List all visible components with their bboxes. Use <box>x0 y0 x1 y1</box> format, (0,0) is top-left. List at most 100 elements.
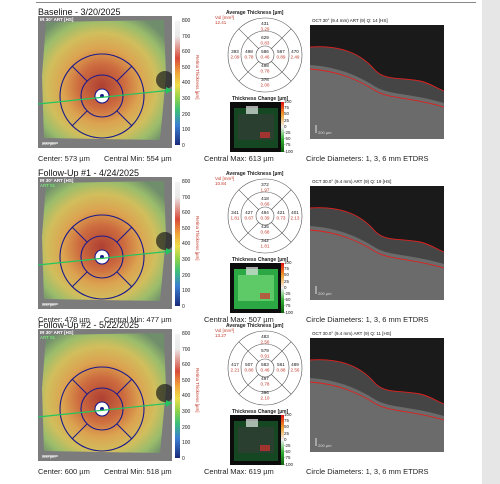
thickness-scale-ticks: 800 700 600 500 400 300 200 100 0 <box>182 331 204 462</box>
volume-value: 13.27 <box>215 333 227 338</box>
etdrs-divider <box>238 61 259 82</box>
change-scale-ticks: 100 75 50 25 0 -25 -50 -75 -100 <box>284 260 304 320</box>
thickness-scale-tick: 800 <box>182 331 191 337</box>
visit-panel: Baseline - 3/20/2025 <box>0 7 482 168</box>
etdrs-thickness-center: 494 <box>261 210 269 215</box>
oct-bscan: 200 µm <box>310 338 444 452</box>
etdrs-thickness-sup-inner: 629 <box>261 35 269 40</box>
thickness-scale-tick: 800 <box>182 179 191 185</box>
thickness-scale-tick: 100 <box>182 288 191 295</box>
volume-label: Vol [mm³] 13.27 <box>215 328 234 338</box>
thickness-scale-tick: 0 <box>182 455 185 462</box>
etdrs-volume-inf-outer: 2.10 <box>261 395 270 400</box>
etdrs-volume-inf-outer: 2.00 <box>261 82 270 87</box>
etdrs-thickness-inf-outer: 342 <box>261 238 269 243</box>
oct-bscan-image <box>310 186 444 300</box>
change-scale-tick: 0 <box>284 123 287 129</box>
thickness-scale-tick: 800 <box>182 18 191 24</box>
etdrs-middle-ring <box>240 343 290 393</box>
change-map-image <box>230 102 282 152</box>
fundus-image <box>38 177 172 309</box>
fundus-label: IR 30° ART [HS] <box>40 178 74 183</box>
etdrs-grid: 4313.296290.834980.783782.003932.094980.… <box>227 17 303 93</box>
etdrs-volume-nas-outer: 2.56 <box>291 367 300 372</box>
thickness-scale-tick: 300 <box>182 257 191 263</box>
thickness-scale-tick: 100 <box>182 440 191 447</box>
thickness-scale-tick: 200 <box>182 272 191 279</box>
thickness-scale-tick: 300 <box>182 409 191 415</box>
thickness-scale-tick: 400 <box>182 393 191 400</box>
central-max: Central Max: 619 µm <box>204 467 274 476</box>
change-scale-tick: -100 <box>284 461 294 467</box>
thickness-scale-ticks: 800 700 600 500 400 300 200 100 0 <box>182 179 204 310</box>
etdrs-thickness-sup-outer: 431 <box>261 21 269 26</box>
thickness-scale-tick: 0 <box>182 142 185 149</box>
thickness-colorbar <box>175 334 180 458</box>
change-scale-tick: -75 <box>284 455 291 461</box>
thickness-colorbar <box>175 182 180 306</box>
thickness-scale-tick: 700 <box>182 33 191 40</box>
etdrs-volume-inf-inner: 0.78 <box>261 68 270 73</box>
change-scale-tick: 100 <box>284 412 292 417</box>
volume-value: 10.84 <box>215 181 227 186</box>
oct-bscan-image <box>310 338 444 452</box>
thickness-scale-tick: 200 <box>182 424 191 431</box>
etdrs-thickness-inf-inner: 497 <box>261 376 269 381</box>
oct-bscan-image <box>310 25 444 139</box>
visit-panel: Follow-Up #2 - 5/22/2025 <box>0 320 482 481</box>
visit-title: Follow-Up #2 - 5/22/2025 <box>38 320 140 330</box>
change-title: Thickness Change [µm] <box>232 409 289 415</box>
thickness-scale-tick: 100 <box>182 127 191 134</box>
thickness-scale-title: Retina Thickness [µm] <box>195 216 200 261</box>
etdrs-thickness-center: 586 <box>261 49 269 54</box>
etdrs-volume-center: 0.46 <box>261 367 270 372</box>
center-thickness: Center: 478 µm <box>38 315 90 324</box>
etdrs-volume-sup-outer: 2.56 <box>261 339 270 344</box>
etdrs-thickness-center: 583 <box>261 362 269 367</box>
etdrs-divider <box>271 341 292 362</box>
volume-unit: Vol [mm³] <box>215 176 235 181</box>
change-scale-tick: 100 <box>284 99 292 104</box>
center-thickness: Center: 573 µm <box>38 154 90 163</box>
central-min: Central Min: 518 µm <box>104 467 172 476</box>
etdrs-inner-ring <box>255 206 275 226</box>
oct-bscan: 200 µm <box>310 186 444 300</box>
oct-label: OCT 30° (9.4 mm) ART (9) Q: 14 [HS] <box>312 18 388 23</box>
fundus-thickness-map: IR 30° ART [HS] 200 µm <box>38 16 172 148</box>
etdrs-thickness-tem-inner: 507 <box>245 362 253 367</box>
etdrs-thickness-tem-inner: 498 <box>245 49 253 54</box>
fundus-thickness-map: IR 30° ART [HS] ART 81 200 µm <box>38 329 172 461</box>
change-scale-tick: 75 <box>284 266 290 272</box>
etdrs-thickness-tem-inner: 427 <box>245 210 253 215</box>
page-side-strip <box>482 0 500 484</box>
change-map-image <box>230 415 282 465</box>
change-scale-tick: -100 <box>284 309 294 315</box>
etdrs-volume-nas-inner: 0.73 <box>277 215 286 220</box>
etdrs-inner-ring <box>255 45 275 65</box>
change-scale-tick: 25 <box>284 117 290 123</box>
etdrs-volume-inf-inner: 0.68 <box>261 229 270 234</box>
thickness-scale-tick: 500 <box>182 225 191 232</box>
change-scale-ticks: 100 75 50 25 0 -25 -50 -75 -100 <box>284 99 304 159</box>
fundus-image <box>38 16 172 148</box>
etdrs-volume-sup-outer: 1.97 <box>261 187 270 192</box>
change-scale-tick: -50 <box>284 297 291 303</box>
etdrs-volume-sup-inner: 0.91 <box>261 353 270 358</box>
thickness-scale-tick: 0 <box>182 303 185 310</box>
volume-label: Vol [mm³] 10.84 <box>215 176 234 186</box>
thickness-scale-tick: 600 <box>182 362 191 369</box>
etdrs-divider <box>271 222 292 243</box>
change-scale-tick: 25 <box>284 430 290 436</box>
oct-scale-label: 200 µm <box>318 130 332 135</box>
thickness-change-map <box>230 102 282 152</box>
oct-label: OCT 30.0° (9.4 mm) ART (9) Q: 19 [HS] <box>312 179 392 184</box>
thickness-change-map <box>230 415 282 465</box>
change-scale-tick: 75 <box>284 105 290 111</box>
change-scale-tick: 50 <box>284 272 290 278</box>
etdrs-divider <box>238 374 259 395</box>
thickness-scale-tick: 600 <box>182 49 191 56</box>
fundus-scale-label: 200 µm <box>42 302 56 307</box>
circle-diameters: Circle Diameters: 1, 3, 6 mm ETDRS <box>306 467 429 476</box>
etdrs-inner-ring <box>255 358 275 378</box>
oct-scale-label: 200 µm <box>318 291 332 296</box>
